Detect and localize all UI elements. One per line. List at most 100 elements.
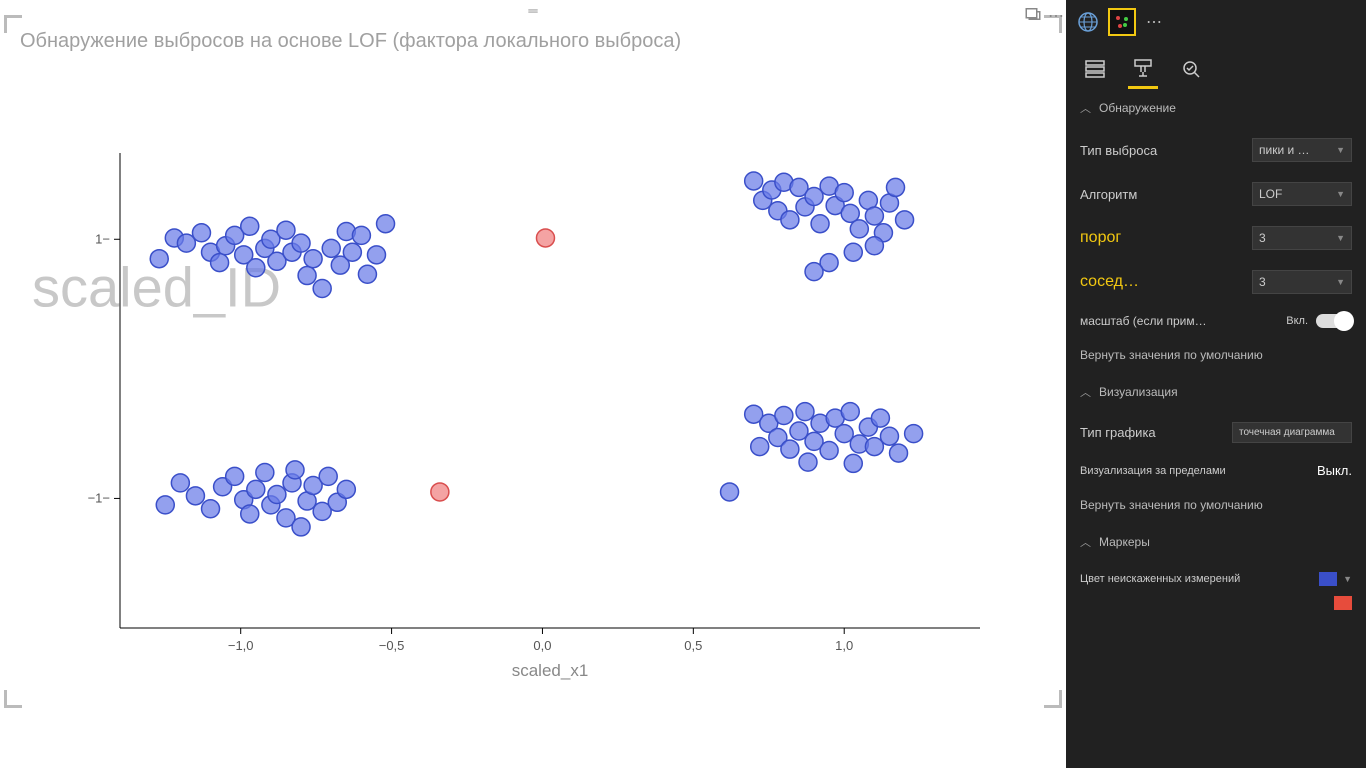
data-point [211,254,229,272]
data-point [202,500,220,518]
scale-toggle-text: Вкл. [1286,315,1308,327]
data-point [799,453,817,471]
svg-text:−1,0: −1,0 [228,638,254,653]
data-point [781,440,799,458]
section-markers-title: Маркеры [1099,535,1150,549]
data-point [241,505,259,523]
prop-chart-type: Тип графика точечная диаграмма [1066,412,1366,453]
data-point [850,220,868,238]
selected-visual-icon[interactable] [1108,8,1136,36]
viz-outside-value[interactable]: Выкл. [1317,463,1352,478]
chevron-down-icon: ▼ [1343,574,1352,584]
data-point [811,215,829,233]
drag-handle[interactable]: ═ [528,3,537,18]
prop-algorithm: Алгоритм LOF▼ [1066,172,1366,216]
chart-type-label: Тип графика [1080,425,1156,440]
prop-outlier-color [1066,596,1366,620]
focus-mode-icon[interactable] [1024,5,1044,25]
data-point [905,425,923,443]
data-point [805,263,823,281]
section-visualization-title: Визуализация [1099,385,1178,399]
data-point [431,483,449,501]
prop-scale: масштаб (если прим… Вкл. [1066,304,1366,338]
data-point [226,467,244,485]
data-point [871,409,889,427]
focus-handle-bl[interactable] [4,690,22,708]
prop-neighbors: сосед… 3▼ [1066,260,1366,304]
data-point [186,487,204,505]
data-point [896,211,914,229]
globe-icon[interactable] [1074,8,1102,36]
algorithm-label: Алгоритм [1080,187,1137,202]
chevron-down-icon: ▼ [1336,233,1345,243]
data-point [835,184,853,202]
outlier-type-select[interactable]: пики и …▼ [1252,138,1352,162]
data-point [796,403,814,421]
focus-handle-br[interactable] [1044,690,1062,708]
svg-text:0,5: 0,5 [684,638,702,653]
data-point [247,259,265,277]
section-visualization-header[interactable]: ︿ Визуализация [1066,372,1366,412]
data-point [358,265,376,283]
svg-text:0,0: 0,0 [533,638,551,653]
data-point [292,518,310,536]
data-point [298,267,316,285]
outlier-type-label: Тип выброса [1080,143,1157,158]
tab-format[interactable] [1130,56,1156,82]
svg-text:scaled_x1: scaled_x1 [512,661,589,680]
prop-viz-outside: Визуализация за пределами Выкл. [1066,453,1366,488]
chevron-down-icon: ▼ [1336,189,1345,199]
chevron-up-icon: ︿ [1080,534,1091,550]
data-point [745,172,763,190]
data-point [268,486,286,504]
outlier-color-swatch[interactable] [1334,596,1352,610]
data-point [192,224,210,242]
more-options-icon[interactable]: ⋯ [1048,6,1064,26]
data-point [150,250,168,268]
reset-visualization-link[interactable]: Вернуть значения по умолчанию [1066,488,1366,522]
data-point [322,239,340,257]
prop-outlier-type: Тип выброса пики и …▼ [1066,128,1366,172]
data-point [775,406,793,424]
section-markers-header[interactable]: ︿ Маркеры [1066,522,1366,562]
prop-normal-color: Цвет неискаженных измерений ▼ [1066,562,1366,596]
threshold-select[interactable]: 3▼ [1252,226,1352,250]
data-point [247,480,265,498]
scale-toggle[interactable] [1316,314,1352,328]
data-point [820,441,838,459]
data-point [781,211,799,229]
neighbor-label: сосед… [1080,273,1139,291]
chevron-up-icon: ︿ [1080,100,1091,116]
data-point [337,480,355,498]
section-detection-title: Обнаружение [1099,101,1176,115]
data-point [887,178,905,196]
reset-detection-link[interactable]: Вернуть значения по умолчанию [1066,338,1366,372]
chevron-up-icon: ︿ [1080,384,1091,400]
focus-handle-tl[interactable] [4,15,22,33]
neighbor-select[interactable]: 3▼ [1252,270,1352,294]
threshold-label: порог [1080,229,1121,247]
section-detection-header[interactable]: ︿ Обнаружение [1066,88,1366,128]
data-point [890,444,908,462]
chart-title: Обнаружение выбросов на основе LOF (факт… [20,30,1056,53]
data-point [844,243,862,261]
tab-analytics[interactable] [1178,56,1204,82]
chevron-down-icon: ▼ [1336,277,1345,287]
data-point [865,207,883,225]
normal-color-swatch[interactable] [1319,572,1337,586]
prop-threshold: порог 3▼ [1066,216,1366,260]
data-point [277,221,295,239]
tab-fields[interactable] [1082,56,1108,82]
scatter-plot: scaled_ID−1,0−0,50,00,51,01−−1−scaled_x1 [20,73,1040,693]
data-point [304,250,322,268]
data-point [367,246,385,264]
scale-label: масштаб (если прим… [1080,314,1207,328]
data-point [536,229,554,247]
data-point [319,467,337,485]
data-point [171,474,189,492]
data-point [865,237,883,255]
more-visuals-icon[interactable]: ⋯ [1146,12,1162,32]
chart-type-select[interactable]: точечная диаграмма [1232,422,1352,443]
chart-container: ═ ⋯ Обнаружение выбросов на основе LOF (… [0,0,1066,768]
algorithm-select[interactable]: LOF▼ [1252,182,1352,206]
